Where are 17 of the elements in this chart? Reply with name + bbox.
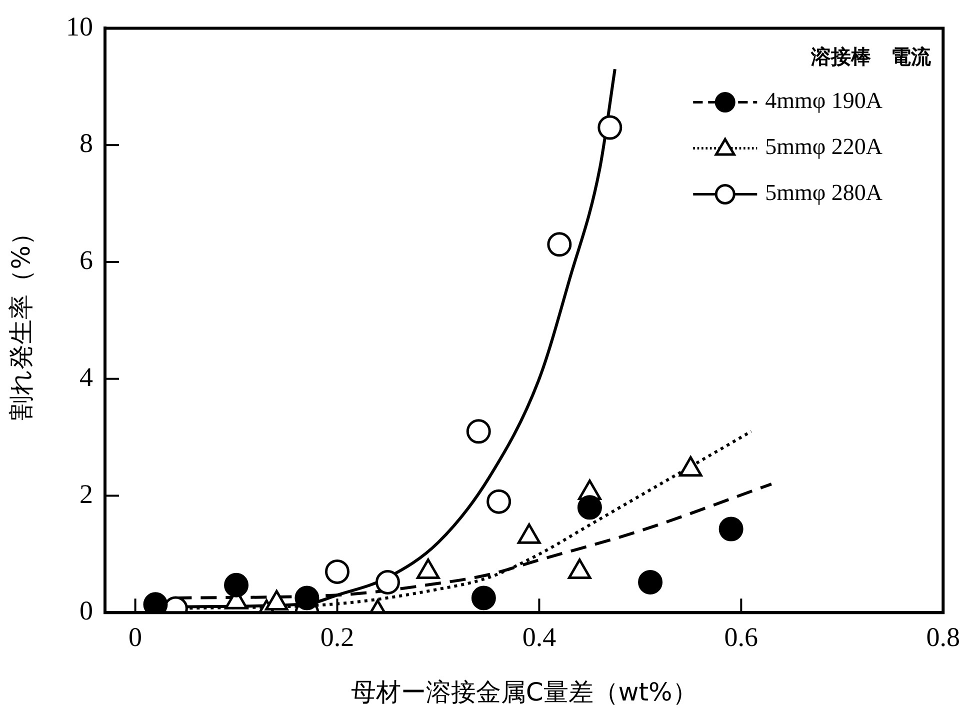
x-tick-label: 0.6 [724,622,758,652]
legend-label: 4mmφ 190A [765,88,883,114]
y-axis-title: 割れ発生率（%） [6,220,36,420]
legend-title: 溶接棒 電流 [810,44,932,68]
y-tick-label: 0 [80,596,93,626]
y-tick-label: 4 [80,362,94,392]
legend-label: 5mmφ 220A [765,134,883,160]
legend-label: 5mmφ 280A [765,180,883,206]
y-tick-label: 10 [66,11,93,42]
x-tick-label: 0 [128,622,142,652]
y-tick-label: 8 [80,128,93,158]
x-tick-label: 0.2 [320,622,354,652]
y-tick-label: 6 [80,245,93,276]
y-tick-label: 2 [80,478,93,509]
x-tick-label: 0.4 [522,622,557,652]
x-axis-title: 母材ー溶接金属C量差（wt%） [350,678,698,706]
x-tick-label: 0.8 [926,622,960,652]
